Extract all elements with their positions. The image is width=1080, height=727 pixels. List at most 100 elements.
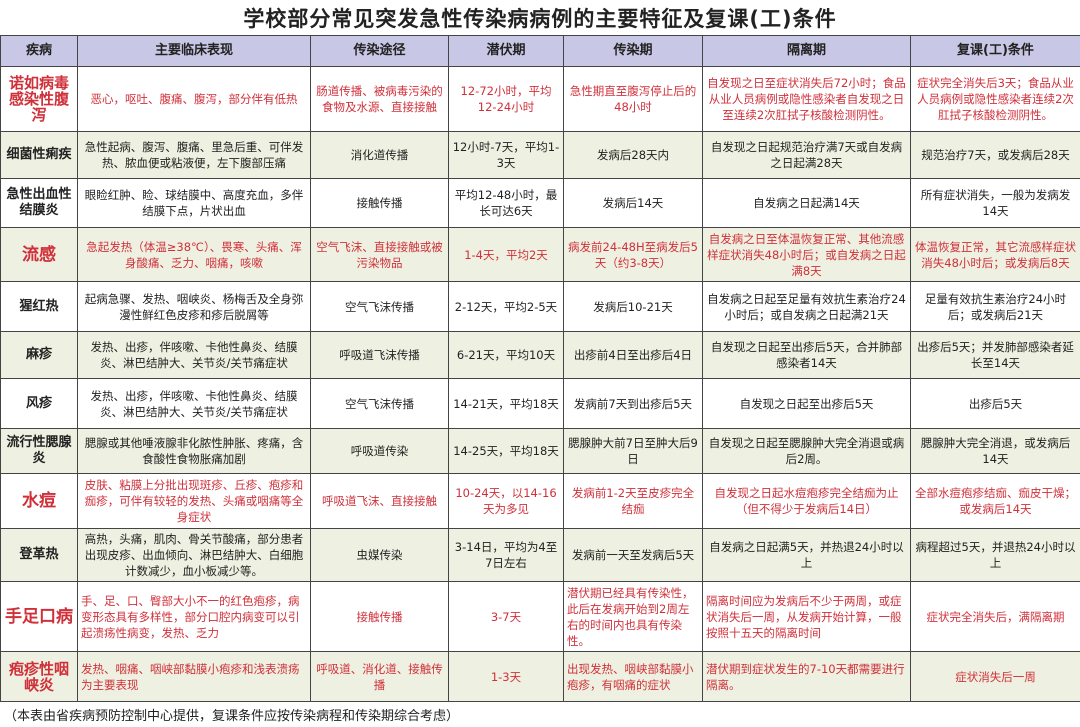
cell-return: 病程超过5天，并退热24小时以上 <box>911 529 1080 582</box>
cell-return: 症状完全消失后，满隔离期 <box>911 582 1080 652</box>
cell-route: 消化道传播 <box>311 132 449 179</box>
cell-incubation: 1-4天，平均2天 <box>449 228 564 282</box>
cell-disease: 麻疹 <box>1 332 78 379</box>
cell-isolation: 自发病之日至体温恢复正常、其他流感样症状消失48小时后；或自发病之日起满8天 <box>703 228 911 282</box>
page-title: 学校部分常见突发急性传染病病例的主要特征及复课(工)条件 <box>0 0 1080 35</box>
cell-incubation: 12-72小时，平均12-24小时 <box>449 67 564 132</box>
cell-infectious: 腮腺肿大前7日至肿大后9日 <box>564 429 703 474</box>
cell-return: 体温恢复正常，其它流感样症状消失48小时后；或发病后8天 <box>911 228 1080 282</box>
cell-route: 呼吸道、消化道、接触传播 <box>311 652 449 702</box>
cell-symptoms: 起病急骤、发热、咽峡炎、杨梅舌及全身弥漫性鲜红色皮疹和疹后脱屑等 <box>78 282 311 332</box>
cell-return: 出疹后5天；并发肺部感染者延长至14天 <box>911 332 1080 379</box>
cell-infectious: 发病后14天 <box>564 179 703 228</box>
cell-symptoms: 发热、出疹，伴咳嗽、卡他性鼻炎、结膜炎、淋巴结肿大、关节炎/关节痛症状 <box>78 379 311 429</box>
cell-isolation: 自发现之日至症状消失后72小时；食品从业人员病例或隐性感染者自发现之日至连续2次… <box>703 67 911 132</box>
cell-isolation: 自发现之日起规范治疗满7天或自发病之日起满28天 <box>703 132 911 179</box>
cell-symptoms: 发热、咽痛、咽峡部黏膜小疱疹和浅表溃疡为主要表现 <box>78 652 311 702</box>
cell-disease: 流感 <box>1 228 78 282</box>
table-row: 细菌性痢疾急性起病、腹泻、腹痛、里急后重、可伴发热、脓血便或粘液便，左下腹部压痛… <box>1 132 1080 179</box>
cell-infectious: 发病前1-2天至皮疹完全结痂 <box>564 474 703 529</box>
cell-return: 出疹后5天 <box>911 379 1080 429</box>
column-header-infectious: 传染期 <box>564 36 703 67</box>
table-row: 流感急起发热（体温≥38℃）、畏寒、头痛、浑身酸痛、乏力、咽痛，咳嗽空气飞沫、直… <box>1 228 1080 282</box>
cell-symptoms: 手、足、口、臀部大小不一的红色疱疹，病变形态具有多样性，部分口腔内病变可以引起溃… <box>78 582 311 652</box>
cell-return: 症状消失后一周 <box>911 652 1080 702</box>
cell-route: 呼吸道飞沫、直接接触 <box>311 474 449 529</box>
cell-isolation: 自发现之日起至出疹后5天 <box>703 379 911 429</box>
cell-disease: 登革热 <box>1 529 78 582</box>
cell-infectious: 潜伏期已经具有传染性，此后在发病开始到2周左右的时间内也具有传染性。 <box>564 582 703 652</box>
cell-isolation: 自发现之日起至腮腺肿大完全消退或病后2周。 <box>703 429 911 474</box>
table-row: 急性出血性结膜炎眼睑红肿、睑、球结膜中、高度充血，多伴结膜下点，片状出血接触传播… <box>1 179 1080 228</box>
column-header-incubation: 潜伏期 <box>449 36 564 67</box>
cell-return: 症状完全消失后3天；食品从业人员病例或隐性感染者连续2次肛拭子核酸检测阴性。 <box>911 67 1080 132</box>
cell-route: 空气飞沫传播 <box>311 282 449 332</box>
cell-incubation: 1-3天 <box>449 652 564 702</box>
cell-infectious: 急性期直至腹泻停止后的48小时 <box>564 67 703 132</box>
cell-route: 接触传播 <box>311 179 449 228</box>
cell-route: 接触传播 <box>311 582 449 652</box>
cell-infectious: 发病后28天内 <box>564 132 703 179</box>
table-row: 诺如病毒感染性腹泻恶心，呕吐、腹痛、腹泻，部分伴有低热肠道传播、被病毒污染的食物… <box>1 67 1080 132</box>
cell-symptoms: 腮腺或其他唾液腺非化脓性肿胀、疼痛，含食酸性食物胀痛加剧 <box>78 429 311 474</box>
cell-disease: 猩红热 <box>1 282 78 332</box>
cell-symptoms: 急性起病、腹泻、腹痛、里急后重、可伴发热、脓血便或粘液便，左下腹部压痛 <box>78 132 311 179</box>
cell-symptoms: 皮肤、粘膜上分批出现斑疹、丘疹、疱疹和痂疹，可伴有较轻的发热、头痛或咽痛等全身症… <box>78 474 311 529</box>
cell-route: 空气飞沫传播 <box>311 379 449 429</box>
table-row: 手足口病手、足、口、臀部大小不一的红色疱疹，病变形态具有多样性，部分口腔内病变可… <box>1 582 1080 652</box>
cell-disease: 风疹 <box>1 379 78 429</box>
cell-incubation: 平均12-48小时，最长可达6天 <box>449 179 564 228</box>
cell-symptoms: 高热，头痛，肌肉、骨关节酸痛，部分患者出现皮疹、出血倾向、淋巴结肿大、白细胞计数… <box>78 529 311 582</box>
cell-return: 所有症状消失，一般为发病发14天 <box>911 179 1080 228</box>
cell-isolation: 潜伏期到症状发生的7-10天都需要进行隔离。 <box>703 652 911 702</box>
cell-infectious: 发病前7天到出疹后5天 <box>564 379 703 429</box>
cell-infectious: 出疹前4日至出疹后4日 <box>564 332 703 379</box>
cell-symptoms: 急起发热（体温≥38℃）、畏寒、头痛、浑身酸痛、乏力、咽痛，咳嗽 <box>78 228 311 282</box>
cell-incubation: 3-14日，平均为4至7日左右 <box>449 529 564 582</box>
cell-incubation: 14-25天，平均18天 <box>449 429 564 474</box>
cell-infectious: 出现发热、咽峡部黏膜小疱疹，有咽痛的症状 <box>564 652 703 702</box>
cell-isolation: 自发现之日起至出疹后5天，合并肺部感染者14天 <box>703 332 911 379</box>
table-row: 猩红热起病急骤、发热、咽峡炎、杨梅舌及全身弥漫性鲜红色皮疹和疹后脱屑等空气飞沫传… <box>1 282 1080 332</box>
cell-disease: 疱疹性咽峡炎 <box>1 652 78 702</box>
cell-isolation: 隔离时间应为发病后不少于两周，或症状消失后一周，从发病开始计算，一般按照十五天的… <box>703 582 911 652</box>
cell-route: 虫媒传染 <box>311 529 449 582</box>
cell-route: 肠道传播、被病毒污染的食物及水源、直接接触 <box>311 67 449 132</box>
cell-disease: 手足口病 <box>1 582 78 652</box>
header-row: 疾病主要临床表现传染途径潜伏期传染期隔离期复课(工)条件 <box>1 36 1080 67</box>
column-header-disease: 疾病 <box>1 36 78 67</box>
footnote: （本表由省疾病预防控制中心提供，复课条件应按传染病程和传染期综合考虑） <box>0 702 1080 727</box>
disease-table: 疾病主要临床表现传染途径潜伏期传染期隔离期复课(工)条件 诺如病毒感染性腹泻恶心… <box>0 35 1080 702</box>
cell-symptoms: 发热、出疹，伴咳嗽、卡他性鼻炎、结膜炎、淋巴结肿大、关节炎/关节痛症状 <box>78 332 311 379</box>
table-row: 麻疹发热、出疹，伴咳嗽、卡他性鼻炎、结膜炎、淋巴结肿大、关节炎/关节痛症状呼吸道… <box>1 332 1080 379</box>
cell-route: 呼吸道飞沫传播 <box>311 332 449 379</box>
cell-route: 呼吸道传染 <box>311 429 449 474</box>
cell-return: 足量有效抗生素治疗24小时后；或发病后21天 <box>911 282 1080 332</box>
cell-disease: 水痘 <box>1 474 78 529</box>
cell-isolation: 自发病之日起满14天 <box>703 179 911 228</box>
cell-disease: 细菌性痢疾 <box>1 132 78 179</box>
table-row: 水痘皮肤、粘膜上分批出现斑疹、丘疹、疱疹和痂疹，可伴有较轻的发热、头痛或咽痛等全… <box>1 474 1080 529</box>
cell-isolation: 自发现之日起水痘疱疹完全结痂为止（但不得少于发病后14日） <box>703 474 911 529</box>
table-row: 风疹发热、出疹，伴咳嗽、卡他性鼻炎、结膜炎、淋巴结肿大、关节炎/关节痛症状空气飞… <box>1 379 1080 429</box>
cell-infectious: 病发前24-48H至病发后5天（约3-8天） <box>564 228 703 282</box>
cell-incubation: 12小时-7天，平均1-3天 <box>449 132 564 179</box>
column-header-isolation: 隔离期 <box>703 36 911 67</box>
column-header-return: 复课(工)条件 <box>911 36 1080 67</box>
cell-incubation: 3-7天 <box>449 582 564 652</box>
cell-infectious: 发病后10-21天 <box>564 282 703 332</box>
cell-disease: 流行性腮腺炎 <box>1 429 78 474</box>
cell-symptoms: 恶心，呕吐、腹痛、腹泻，部分伴有低热 <box>78 67 311 132</box>
column-header-route: 传染途径 <box>311 36 449 67</box>
cell-incubation: 6-21天，平均10天 <box>449 332 564 379</box>
cell-incubation: 2-12天，平均2-5天 <box>449 282 564 332</box>
table-row: 疱疹性咽峡炎发热、咽痛、咽峡部黏膜小疱疹和浅表溃疡为主要表现呼吸道、消化道、接触… <box>1 652 1080 702</box>
cell-disease: 诺如病毒感染性腹泻 <box>1 67 78 132</box>
cell-return: 规范治疗7天，或发病后28天 <box>911 132 1080 179</box>
cell-return: 腮腺肿大完全消退，或发病后14天 <box>911 429 1080 474</box>
cell-incubation: 10-24天，以14-16天为多见 <box>449 474 564 529</box>
cell-incubation: 14-21天，平均18天 <box>449 379 564 429</box>
cell-infectious: 发病前一天至发病后5天 <box>564 529 703 582</box>
table-row: 登革热高热，头痛，肌肉、骨关节酸痛，部分患者出现皮疹、出血倾向、淋巴结肿大、白细… <box>1 529 1080 582</box>
